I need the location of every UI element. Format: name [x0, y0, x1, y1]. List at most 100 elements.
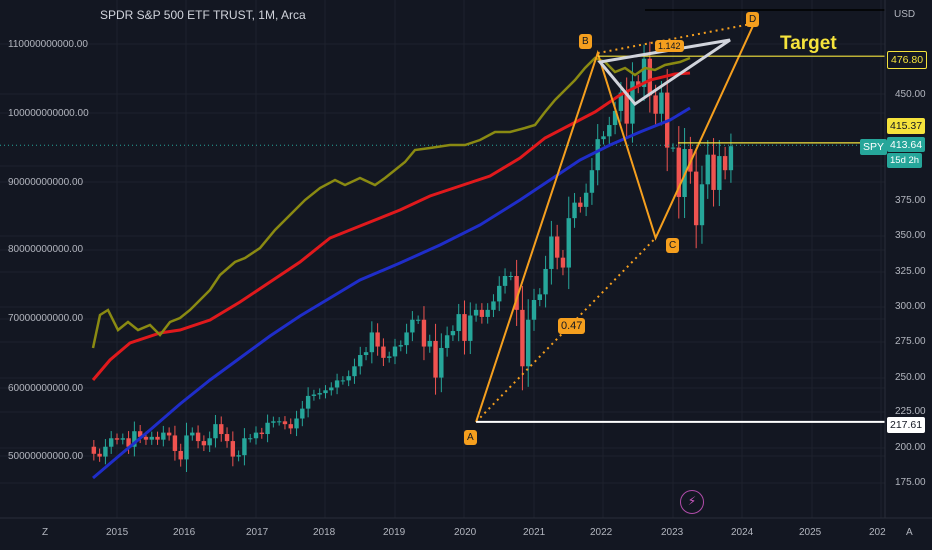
point-d-label: D [746, 12, 760, 27]
candle-body [242, 438, 247, 456]
candle-body [612, 110, 618, 126]
candle-body [508, 276, 514, 278]
candle-body [502, 276, 508, 286]
x-axis-label: 202 [869, 527, 886, 538]
candle-body [554, 236, 560, 258]
candle-body [97, 453, 102, 457]
candle-body [670, 147, 676, 149]
candle-body [207, 438, 212, 446]
abcd-line [475, 23, 755, 423]
candle-body [91, 446, 97, 454]
olive-moving-average [91, 56, 691, 349]
candle-body [711, 154, 716, 190]
x-axis-label: 2024 [731, 527, 754, 538]
x-axis-label: 2019 [383, 527, 406, 538]
candle-body [456, 314, 461, 332]
candle-body [462, 314, 467, 341]
candle-body [143, 436, 149, 440]
candle-body [352, 366, 357, 377]
ratio-top-label: 1.142 [655, 40, 684, 52]
left-axis-label: 110000000000.00 [8, 39, 88, 50]
candle-body [155, 436, 160, 440]
candle-body [427, 340, 432, 347]
candle-body [213, 424, 218, 439]
right-axis-label: 350.00 [895, 230, 926, 241]
candle-body [219, 424, 224, 435]
candle-body [282, 421, 288, 425]
candle-body [566, 218, 571, 268]
red-moving-average [91, 71, 691, 381]
target-price-tag: 476.80 [887, 51, 928, 69]
candle-body [537, 294, 542, 300]
x-axis-label: 2022 [590, 527, 613, 538]
left-axis-label: 70000000000.00 [8, 313, 84, 324]
low-price-tag: 217.61 [887, 417, 926, 433]
candle-body [392, 346, 398, 357]
candle-body [323, 390, 328, 394]
right-axis-label: 325.00 [895, 266, 926, 277]
candle-body [387, 356, 392, 358]
right-axis-label: 250.00 [895, 372, 926, 383]
x-axis-label: 2021 [523, 527, 546, 538]
candle-body [236, 455, 241, 457]
candle-body [201, 441, 207, 446]
bar-countdown: 15d 2h [887, 153, 923, 168]
candle-body [305, 395, 311, 409]
candle-body [583, 192, 589, 207]
candle-body [224, 434, 230, 442]
candle-body [722, 156, 728, 171]
candle-body [415, 319, 421, 321]
candle-body [653, 95, 658, 114]
candle-body [358, 355, 363, 367]
x-axis-label: 2015 [106, 527, 129, 538]
candle-body [491, 301, 496, 310]
ac-dotted-line [475, 237, 657, 423]
candle-body [276, 421, 282, 423]
candle-body [676, 147, 681, 197]
candle-body [166, 432, 172, 436]
candle-body [589, 170, 595, 193]
candle-body [317, 393, 322, 395]
candle-body [531, 299, 537, 320]
candle-body [109, 438, 114, 447]
candle-body [717, 156, 722, 190]
x-axis-label: 2020 [454, 527, 477, 538]
candle-body [595, 139, 600, 171]
candle-body [137, 431, 143, 437]
candle-body [271, 421, 276, 423]
x-axis-label: 2023 [661, 527, 684, 538]
lightning-icon[interactable]: ⚡ [680, 490, 704, 514]
candle-body [300, 408, 305, 419]
bd-dotted-line [597, 22, 755, 55]
candles [0, 41, 885, 473]
candle-body [624, 92, 629, 124]
candle-body [618, 92, 624, 111]
axis-corner-a[interactable]: A [906, 527, 913, 538]
left-axis-label: 90000000000.00 [8, 177, 84, 188]
candle-body [334, 380, 340, 388]
x-axis-label: 2018 [313, 527, 336, 538]
candle-body [693, 171, 699, 226]
candle-body [381, 346, 386, 358]
candle-body [346, 376, 351, 381]
candle-body [520, 309, 525, 367]
candle-body [363, 352, 369, 356]
right-axis-label: 175.00 [895, 477, 926, 488]
candle-body [485, 309, 490, 317]
upper-price-tag: 415.37 [887, 118, 926, 134]
axis-corner-z[interactable]: Z [42, 527, 49, 538]
candle-body [294, 418, 299, 429]
candle-body [253, 432, 259, 439]
candle-body [526, 319, 531, 367]
candle-body [190, 432, 195, 436]
candle-body [114, 438, 120, 440]
candle-body [497, 285, 502, 302]
candle-body [120, 438, 125, 440]
chart-title: SPDR S&P 500 ETF TRUST, 1M, Arca [100, 8, 306, 22]
candle-body [340, 380, 346, 382]
candle-body [398, 345, 403, 347]
right-axis-label: 300.00 [895, 301, 926, 312]
candle-body [178, 450, 183, 460]
right-axis-label: 200.00 [895, 442, 926, 453]
